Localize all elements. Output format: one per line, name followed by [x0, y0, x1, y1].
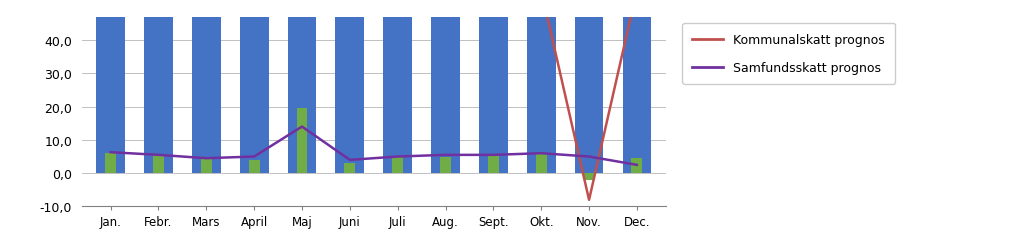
- Bar: [479, 0, 508, 173]
- Bar: [153, 155, 164, 173]
- Bar: [191, 0, 220, 173]
- Bar: [288, 0, 316, 173]
- Bar: [487, 155, 499, 173]
- Bar: [431, 0, 460, 173]
- Bar: [344, 164, 355, 173]
- Bar: [632, 159, 642, 173]
- Bar: [527, 0, 556, 173]
- Bar: [297, 109, 307, 173]
- Bar: [383, 0, 412, 173]
- Bar: [392, 157, 403, 173]
- Legend: Kommunalskatt prognos, Samfundsskatt prognos: Kommunalskatt prognos, Samfundsskatt pro…: [682, 24, 895, 85]
- Bar: [249, 160, 260, 173]
- Bar: [105, 153, 116, 173]
- Bar: [536, 153, 547, 173]
- Bar: [144, 0, 173, 173]
- Bar: [440, 157, 451, 173]
- Bar: [240, 0, 268, 173]
- Bar: [96, 0, 125, 173]
- Bar: [623, 0, 651, 173]
- Bar: [574, 0, 603, 173]
- Bar: [201, 159, 212, 173]
- Bar: [336, 0, 365, 173]
- Bar: [584, 173, 595, 180]
